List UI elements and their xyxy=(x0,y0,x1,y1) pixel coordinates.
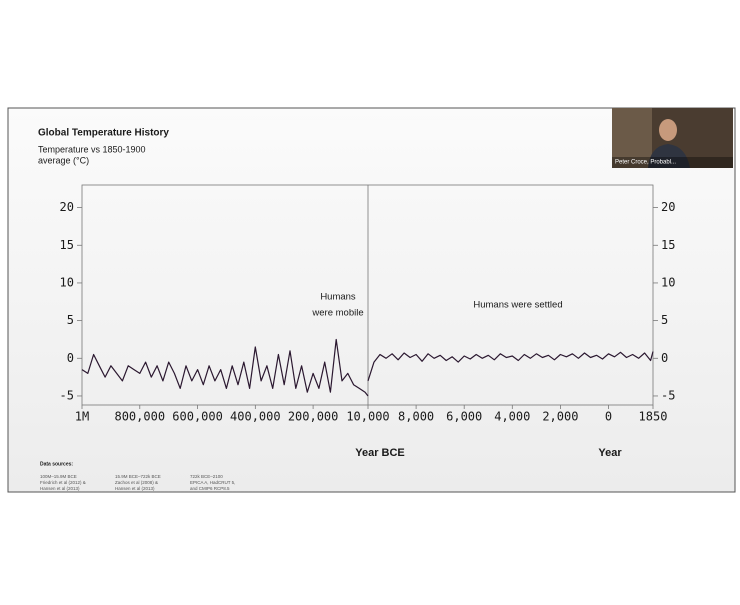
subtitle: average (°C) xyxy=(38,155,89,165)
y-tick-label: 0 xyxy=(67,351,74,365)
y-tick-label: 15 xyxy=(661,238,675,252)
x-axis-label: Year xyxy=(598,447,622,459)
shoulders xyxy=(648,144,690,168)
x-tick-label: 1850 xyxy=(639,410,668,424)
source-line: EPICA A, HadCRUT 5, xyxy=(190,480,235,485)
source-line: Friedrich et al (2012) & xyxy=(40,480,86,485)
x-tick-label: 8,000 xyxy=(398,410,434,424)
temperature-line xyxy=(81,338,369,397)
source-line: and CMIP6 RCP8.5 xyxy=(190,486,230,491)
face xyxy=(659,119,677,141)
video-shelf xyxy=(612,108,652,168)
y-tick-label: 15 xyxy=(60,238,74,252)
y-tick-label: 20 xyxy=(60,200,74,214)
source-line: Zachos et al (2008) & xyxy=(115,480,158,485)
annotation: Humans xyxy=(320,292,356,303)
name-bar xyxy=(612,157,733,168)
y-tick-label: 0 xyxy=(661,351,668,365)
temperature-line xyxy=(367,351,654,382)
x-tick-label: 4,000 xyxy=(494,410,530,424)
y-tick-label: 5 xyxy=(67,313,74,327)
source-line: 722k BCE–2100 xyxy=(190,474,223,479)
source-line: Hansen et al (2013) xyxy=(115,486,155,491)
video-tile: Peter Croce, Probabl... xyxy=(612,108,733,168)
plot-frame xyxy=(81,184,654,406)
slide-title: Global Temperature History xyxy=(38,128,169,139)
y-tick-label: 5 xyxy=(661,313,668,327)
x-tick-label: 800,000 xyxy=(114,410,165,424)
x-tick-label: 6,000 xyxy=(446,410,482,424)
source-line: Hansen et al (2013) xyxy=(40,486,80,491)
slide xyxy=(7,107,736,493)
x-tick-label: 600,000 xyxy=(172,410,223,424)
x-tick-label: 1M xyxy=(75,410,89,424)
x-tick-label: 400,000 xyxy=(230,410,281,424)
x-tick-label: 0 xyxy=(605,410,612,424)
y-tick-label: 10 xyxy=(60,275,74,289)
y-tick-label: -5 xyxy=(60,388,74,402)
y-tick-label: 10 xyxy=(661,275,675,289)
x-tick-label: 10,000 xyxy=(346,410,389,424)
source-line: 15.9M BCE–722k BCE xyxy=(115,474,161,479)
participant-name: Peter Croce, Probabl... xyxy=(615,160,676,166)
y-tick-label: 20 xyxy=(661,200,675,214)
subtitle: Temperature vs 1850-1900 xyxy=(38,144,146,154)
x-axis-label: Year BCE xyxy=(355,447,405,459)
annotation: were mobile xyxy=(311,308,363,319)
sources-heading: Data sources: xyxy=(40,461,73,467)
source-line: 100M–15.9M BCE xyxy=(40,474,77,479)
x-tick-label: 2,000 xyxy=(542,410,578,424)
y-tick-label: -5 xyxy=(661,388,675,402)
x-tick-label: 200,000 xyxy=(288,410,339,424)
annotation: Humans were settled xyxy=(473,300,562,311)
